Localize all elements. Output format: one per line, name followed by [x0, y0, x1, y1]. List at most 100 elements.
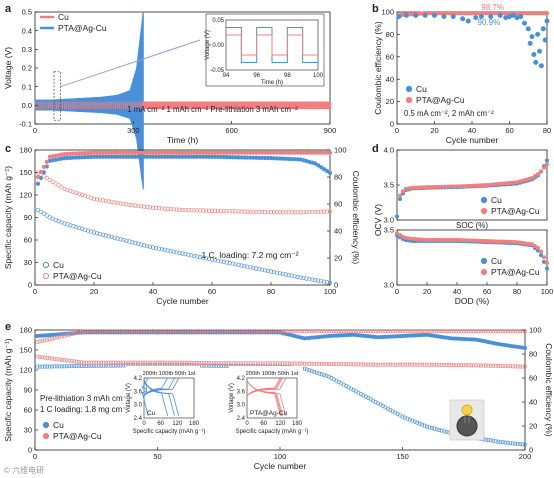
panel-e-ylabel-right: Coulombic efficiency (%): [544, 343, 554, 437]
pta-ce-point: [62, 333, 67, 338]
pta-ce-point: [231, 329, 236, 334]
pta-capacity-point: [248, 361, 253, 366]
panel-a-ytick-label: 0.5: [22, 8, 32, 17]
pta-ce-point: [473, 329, 478, 334]
panel-c-right-ytick-label: 0: [334, 281, 338, 290]
pta-capacity-point: [135, 360, 140, 365]
cu-capacity-point: [52, 364, 57, 369]
pta-ce-point: [59, 334, 64, 339]
cu-capacity-point: [427, 425, 432, 430]
pta-ce-point: [429, 329, 434, 334]
panel-e-inset-pta-ytick-label: 4.2: [237, 376, 246, 382]
pta-ce-point: [383, 329, 388, 334]
pta-capacity-point: [165, 206, 170, 211]
cu-capacity-point: [245, 264, 250, 269]
pta-ce-point: [476, 329, 481, 334]
pta-ce-point: [356, 329, 361, 334]
panel-c-ytick-label: 30: [24, 258, 32, 267]
panel-a-xtick-label: 900: [324, 126, 337, 135]
cu-capacity-point: [420, 422, 425, 427]
pta-ce-point: [424, 329, 429, 334]
pta-ce-point: [226, 329, 231, 334]
cu-capacity-point: [121, 237, 126, 243]
cu-capacity-point: [150, 245, 156, 250]
cu-capacity-point: [211, 363, 216, 368]
pta-capacity-point: [287, 361, 292, 366]
panel-d-soc-label: SOC (%): [456, 221, 488, 230]
pta-ocv-point: [541, 165, 546, 170]
pta-capacity-point: [187, 360, 192, 365]
pta-capacity-point: [246, 361, 251, 366]
panel-c-xtick-label: 20: [90, 287, 98, 296]
pta-ce-point: [385, 329, 390, 334]
pta-capacity-point: [91, 196, 97, 201]
pta-capacity-point: [285, 361, 290, 366]
pta-ce-point: [522, 329, 527, 334]
pta-capacity-point: [143, 360, 148, 365]
pta-ce-point: [390, 329, 395, 334]
pta-capacity-point: [447, 362, 452, 367]
pta-capacity-point: [174, 207, 179, 212]
cu-capacity-point: [313, 278, 318, 283]
cu-capacity-point: [322, 279, 327, 284]
cu-ce-point: [396, 13, 402, 19]
cu-ce-point: [322, 167, 327, 172]
pta-capacity-point: [498, 363, 503, 368]
cu-capacity-point: [324, 373, 329, 378]
cu-capacity-point: [64, 364, 69, 369]
pta-ce-point: [307, 329, 312, 334]
cu-capacity-point: [429, 425, 434, 430]
panel-e-xlabel: Cycle number: [254, 461, 307, 471]
pta-ce-point: [199, 329, 204, 334]
cu-capacity-point: [97, 231, 102, 237]
cu-capacity-point: [214, 363, 219, 368]
pta-ce-point: [314, 329, 319, 334]
pta-capacity-point: [478, 363, 483, 368]
panel-e-right-ytick-label: 60: [529, 374, 537, 383]
cu-capacity-point: [174, 250, 179, 255]
legend-d-top-pta-label: PTA@Ag-Cu: [491, 206, 540, 216]
inset-xlabel: Time (h): [261, 80, 283, 86]
cu-capacity-point: [109, 234, 114, 240]
pta-capacity-point: [258, 361, 263, 366]
pta-ce-point: [361, 329, 366, 334]
pta-ce-point: [451, 329, 456, 334]
cu-capacity-point: [116, 363, 121, 368]
pta-ce-point: [398, 329, 403, 334]
pta-capacity-point: [126, 360, 131, 365]
panel-c-ytick-label: 120: [19, 191, 32, 200]
pta-capacity-point: [214, 361, 219, 366]
inset-ytick-label: 0.00: [212, 43, 224, 49]
pta-ce-point: [432, 329, 437, 334]
panel-e-inset-pta-ylabel: Voltage (V): [229, 383, 235, 413]
pta-ce-point: [251, 329, 256, 334]
pta-capacity-point: [204, 208, 209, 213]
pta-capacity-point: [339, 362, 344, 367]
pta-capacity-point: [302, 361, 307, 366]
cu-capacity-point: [251, 265, 256, 271]
pta-capacity-point: [231, 361, 236, 366]
pta-capacity-point: [44, 176, 49, 181]
panel-c-ytick-label: 90: [24, 213, 32, 222]
pta-ce-point: [236, 329, 241, 334]
pta-capacity-point: [236, 361, 241, 366]
cu-capacity-point: [127, 239, 132, 244]
pta-capacity-point: [314, 361, 319, 366]
pta-capacity-point: [50, 179, 55, 184]
pta-ce-point: [329, 329, 334, 334]
pta-ce-point: [67, 332, 72, 337]
pta-ce-point: [336, 329, 341, 334]
panel-e-inset-cu-charge-curve: [143, 377, 180, 397]
cu-capacity-point: [280, 271, 285, 277]
pta-ocv-point: [529, 242, 534, 247]
pta-ce-point: [255, 329, 260, 334]
pta-ce-point: [287, 329, 292, 334]
pta-capacity-point: [80, 192, 85, 197]
pta-capacity-point: [310, 209, 315, 215]
cu-capacity-point: [183, 252, 188, 257]
panel-e-ytick-label: 180: [19, 326, 32, 335]
legend-b-cu-swatch: [405, 85, 413, 93]
cu-capacity-point: [156, 246, 161, 251]
pta-ce-point: [155, 329, 160, 334]
pta-capacity-point: [503, 364, 508, 369]
